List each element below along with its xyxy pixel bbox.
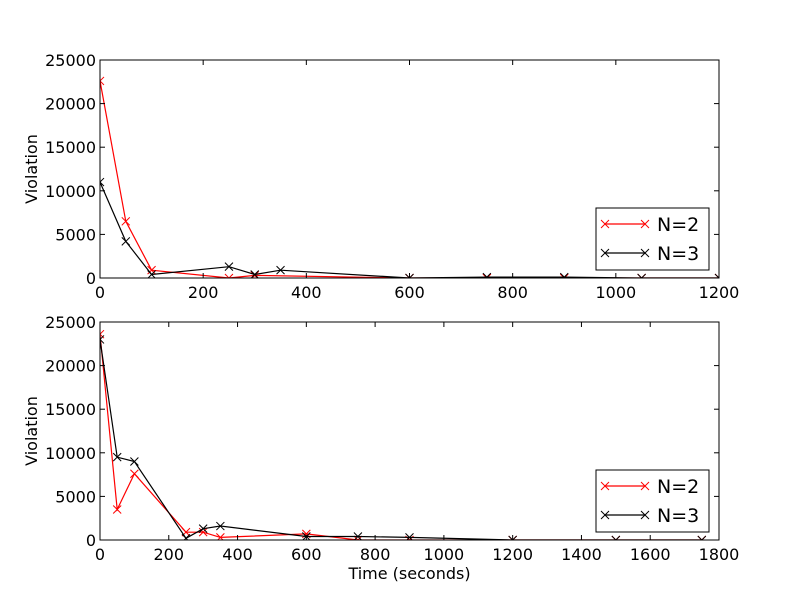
y-tick-label: 15000 [45,400,96,419]
data-point-marker [121,237,131,246]
data-point-marker [276,265,285,275]
x-tick-label: 200 [154,545,185,564]
data-point-marker [405,533,414,540]
y-tick-label: 20000 [45,357,96,376]
legend-box [595,207,710,271]
legend-marker [600,219,610,229]
data-point-marker [482,272,492,278]
data-point-marker [697,535,707,540]
data-point-marker [559,273,569,278]
x-tick-label: 1600 [630,545,671,564]
data-point-marker [508,535,518,540]
data-point-marker [482,273,492,278]
series-line [100,334,702,540]
y-axis-label: Violation [22,396,41,466]
data-point-marker [637,273,646,278]
bottom-chart: 0 200 400 600 800 1000 1200 1400 1600 1800 0 5000 10… [22,313,739,583]
data-point-marker [198,524,208,534]
data-point-marker [611,535,621,540]
legend: N=2N=3 [595,207,710,271]
data-point-marker [130,469,139,479]
y-tick-label: 10000 [45,444,96,463]
legend-marker [640,219,650,229]
legend-marker [600,248,610,258]
data-point-marker [130,457,139,466]
data-point-marker [100,335,105,344]
data-point-marker [147,265,156,275]
legend: N=2N=3 [595,469,710,533]
x-tick-label: 200 [188,283,219,302]
data-point-marker [198,527,208,537]
legend-label: N=2 [657,476,699,498]
series-line [100,339,702,540]
legend-label: N=3 [657,505,699,527]
data-point-marker [121,216,131,226]
legend-marker [640,248,650,258]
data-point-marker [100,177,105,187]
plot-frame [99,321,720,541]
data-point-marker [224,273,234,278]
x-tick-label: 0 [95,545,105,564]
data-point-marker [714,273,719,278]
y-tick-label: 0 [86,269,96,288]
top-chart: 0 200 400 600 800 1000 1200 0 5000 10000 15000 2000… [22,51,739,302]
y-tick-label: 5000 [55,487,96,506]
data-point-marker [147,270,156,278]
y-tick-label: 20000 [45,95,96,114]
y-tick-label: 0 [86,531,96,550]
legend-marker [640,510,650,520]
x-tick-label: 400 [222,545,253,564]
data-point-marker [353,535,363,540]
x-tick-label: 800 [497,283,528,302]
data-point-marker [216,533,225,540]
series-N=3-group [100,177,719,278]
legend-marker [640,481,650,491]
y-tick-label: 10000 [45,182,96,201]
x-tick-label: 800 [360,545,391,564]
data-point-marker [250,271,260,278]
legend-label: N=3 [657,243,699,265]
data-point-marker [250,270,260,278]
legend-marker [600,510,610,520]
x-axis-label: Time (seconds) [347,564,470,583]
y-tick-label: 5000 [55,225,96,244]
x-tick-label: 600 [291,545,322,564]
data-point-marker [224,262,234,272]
y-axis-label: Violation [22,134,41,204]
x-tick-label: 1000 [424,545,465,564]
data-point-marker [100,76,105,86]
x-tick-label: 0 [95,283,105,302]
data-point-marker [216,521,225,531]
x-tick-label: 600 [394,283,425,302]
legend-marker [600,481,610,491]
data-point-marker [559,272,569,278]
x-tick-label: 1200 [492,545,533,564]
x-tick-label: 1400 [561,545,602,564]
data-point-marker [405,273,414,278]
data-point-marker [112,505,122,514]
x-tick-label: 1000 [595,283,636,302]
series-line [100,80,719,278]
x-tick-label: 400 [291,283,322,302]
legend-label: N=2 [657,214,699,236]
x-tick-label: 1200 [699,283,740,302]
y-tick-label: 25000 [45,51,96,70]
data-point-marker [181,533,191,540]
data-point-marker [353,532,363,540]
data-point-marker [112,452,122,462]
y-tick-label: 25000 [45,313,96,332]
y-tick-label: 15000 [45,138,96,157]
legend-box [595,469,710,533]
x-tick-label: 1800 [699,545,740,564]
